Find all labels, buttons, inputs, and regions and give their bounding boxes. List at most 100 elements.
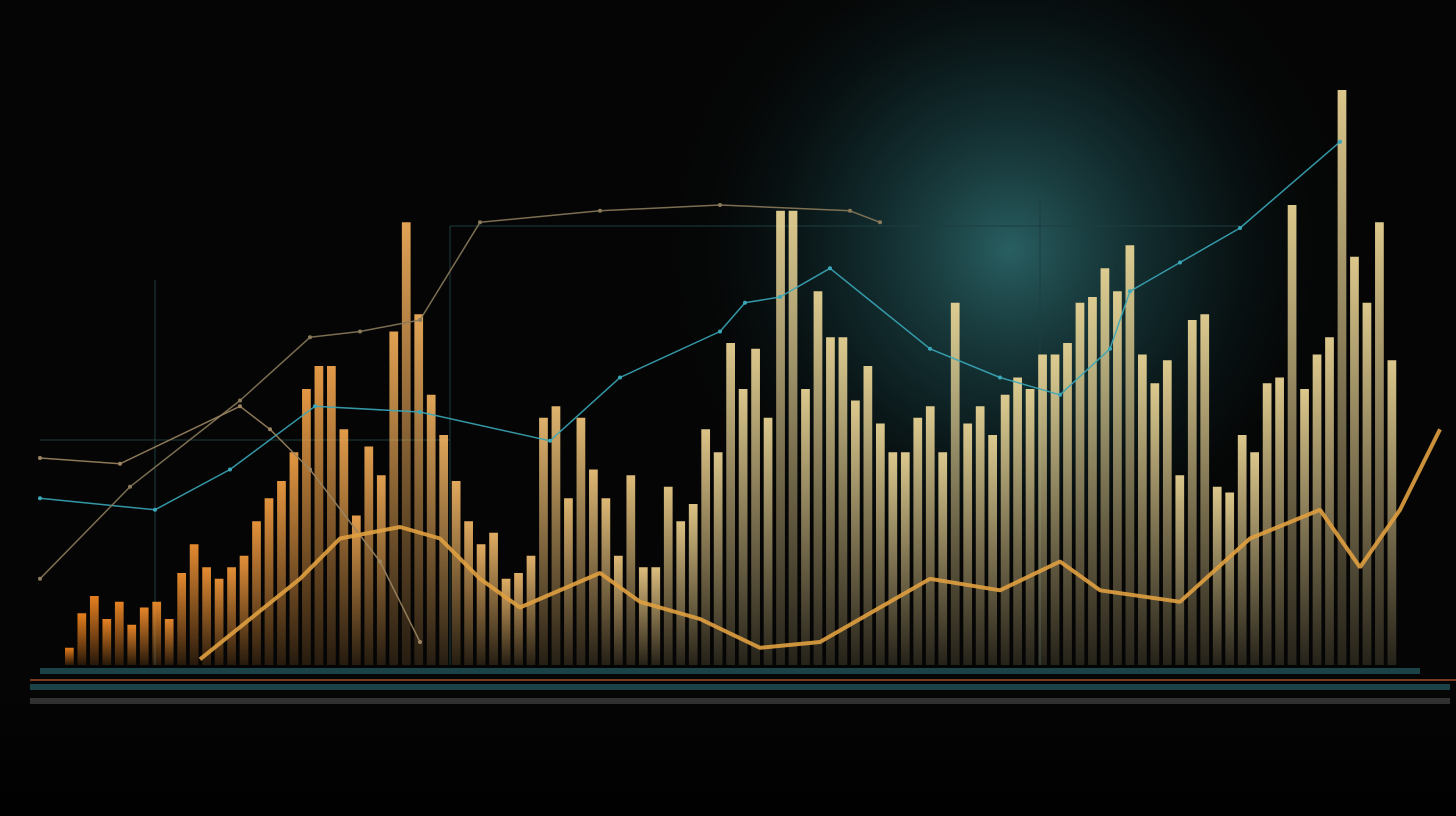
point [418,318,422,322]
bar [139,607,149,665]
point [308,467,312,472]
bar [1075,302,1085,665]
point [998,375,1002,380]
bar [888,452,898,665]
bar [1050,354,1060,665]
point [848,208,852,213]
bar [277,481,286,665]
bar [339,429,349,665]
bar [439,435,449,665]
bar [613,555,623,665]
bar [451,481,461,665]
point [268,427,272,432]
point [313,404,317,409]
bar [314,366,324,665]
bar [1150,383,1160,665]
bar [1038,354,1047,665]
bar [601,498,611,665]
bar [938,452,948,665]
bar [1063,343,1072,665]
bar [726,343,735,665]
bar [401,222,411,665]
bar [539,417,548,665]
point [1108,346,1112,351]
bar [302,389,311,665]
bar [1013,377,1022,665]
bar [164,619,174,665]
bar [751,348,760,665]
bar [1275,377,1284,665]
line [198,428,1442,661]
point [418,410,422,414]
bar [776,210,785,665]
bar [875,423,885,665]
bar [202,567,211,665]
point [1178,260,1182,265]
point [1338,139,1342,144]
bar [1350,256,1359,665]
bar [988,435,998,665]
bar [514,573,523,665]
bar [1212,486,1222,665]
bar [351,515,361,665]
bar [626,475,636,665]
bar [1225,492,1235,665]
point [778,295,782,299]
bar [851,400,860,665]
point [828,266,832,271]
point [548,438,552,443]
bar [227,567,236,665]
bar [975,406,985,665]
bar [713,452,723,665]
bar [364,446,374,665]
bar [1200,314,1210,665]
bar [489,532,498,665]
bar [913,417,923,665]
bar [476,544,486,665]
bar [501,578,511,665]
bar [701,429,711,665]
point [228,467,232,472]
point [1238,226,1242,230]
bar [763,417,773,665]
bar [688,504,698,665]
point [743,300,747,305]
bar [239,555,249,665]
bar [1187,320,1197,665]
bar [426,394,436,665]
bar [114,601,124,665]
bar [551,406,561,665]
bar [1300,389,1309,665]
point [238,398,242,403]
bar [826,337,835,665]
bar [152,601,162,665]
bar [1175,475,1185,665]
point [38,496,42,501]
bar [414,314,424,665]
point [118,461,122,466]
bar [1262,383,1272,665]
bar [788,210,798,665]
point [718,329,722,334]
bar [1375,222,1384,665]
bar [526,555,536,665]
point [378,559,382,564]
bar [1387,360,1397,665]
bar [1162,360,1172,665]
bar [676,521,686,665]
point [153,507,157,512]
point [308,335,312,340]
point [358,329,362,334]
bar [464,521,473,665]
point [1058,392,1062,397]
bar [289,452,299,665]
point [718,203,722,207]
bar [651,567,661,665]
bar [564,498,573,665]
bar [1237,435,1247,665]
bar [925,406,935,665]
bar [127,624,137,665]
point [128,484,132,489]
plot [38,90,1442,665]
